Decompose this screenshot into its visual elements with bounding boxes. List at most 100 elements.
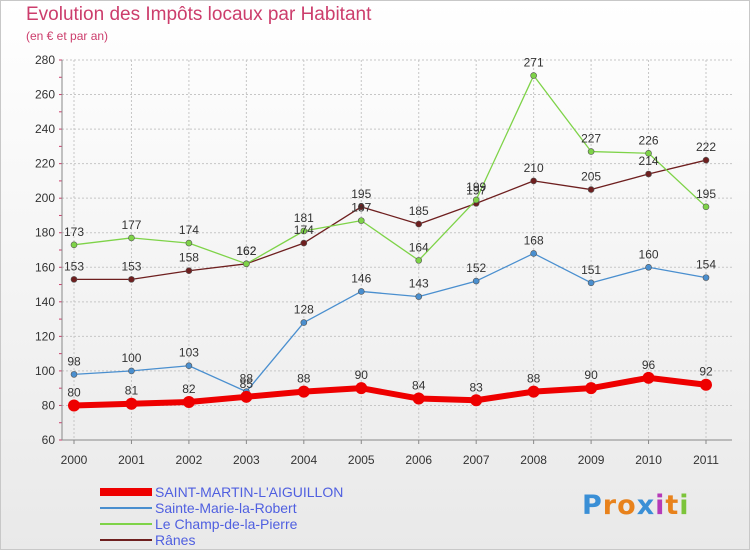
legend-swatch (100, 507, 152, 509)
data-label: 174 (294, 223, 314, 237)
data-point (357, 288, 365, 295)
y-tick-label: 200 (35, 191, 55, 205)
data-label: 143 (409, 277, 429, 291)
data-label: 83 (470, 380, 484, 394)
line-chart: 60 80 100 120 140 160 180 200 220 240 260 280 2000 20… (35, 53, 732, 467)
chart-title: Evolution des Impôts locaux par Habitant (26, 4, 372, 25)
data-point (68, 399, 80, 412)
data-label: 88 (297, 372, 311, 386)
data-point (412, 392, 425, 405)
data-label: 214 (639, 154, 659, 168)
data-point (472, 196, 480, 204)
data-label: 177 (121, 218, 141, 232)
data-point (415, 293, 423, 300)
data-point (70, 371, 78, 378)
data-label: 222 (696, 140, 716, 154)
data-point (357, 203, 365, 211)
data-label: 84 (412, 379, 426, 393)
data-point (645, 170, 652, 178)
data-label: 90 (584, 368, 598, 382)
data-point (585, 382, 598, 395)
data-point (415, 257, 423, 264)
logo-letter: P (582, 490, 603, 521)
data-label: 160 (639, 247, 659, 261)
data-point (642, 371, 655, 384)
x-tick-label: 2007 (463, 453, 490, 467)
data-label: 96 (642, 358, 656, 372)
data-point (297, 385, 310, 398)
x-tick-label: 2010 (635, 453, 662, 467)
data-label: 153 (121, 259, 141, 273)
series-line (73, 374, 707, 409)
y-tick-label: 100 (35, 364, 55, 378)
data-point (300, 239, 308, 247)
data-point (128, 367, 135, 375)
data-point (185, 267, 193, 275)
data-point (185, 239, 193, 247)
y-tick-label: 240 (35, 122, 55, 136)
y-tick-label: 260 (35, 88, 55, 102)
logo-letter: t (665, 490, 680, 521)
data-point (530, 250, 537, 257)
chart-subtitle: (en € et par an) (26, 29, 109, 43)
legend-label: SAINT-MARTIN-L'AIGUILLON (155, 484, 344, 500)
y-tick-label: 220 (35, 157, 55, 171)
data-point (128, 276, 135, 283)
y-tick-label: 120 (35, 329, 55, 343)
x-tick-label: 2001 (118, 453, 145, 467)
data-label: 154 (696, 258, 716, 272)
y-tick-label: 140 (35, 295, 55, 309)
data-label: 82 (182, 382, 196, 396)
data-point (470, 394, 483, 407)
x-tick-label: 2009 (578, 453, 605, 467)
data-label: 80 (67, 385, 81, 399)
data-label: 227 (581, 132, 601, 146)
logo-letter: i (655, 490, 666, 521)
x-tick-label: 2004 (290, 453, 317, 467)
proxiti-logo: Proxiti (582, 490, 690, 521)
logo-letter: i (679, 490, 690, 521)
data-label: 162 (236, 244, 256, 258)
y-tick-label: 60 (42, 433, 56, 447)
data-label: 195 (696, 187, 716, 201)
data-label: 162 (236, 244, 256, 258)
x-tick-label: 2002 (176, 453, 203, 467)
x-tick-label: 2000 (61, 453, 88, 467)
data-point (70, 241, 78, 249)
data-label: 153 (64, 259, 84, 273)
data-label: 197 (466, 183, 486, 197)
data-label: 128 (294, 303, 314, 317)
data-label: 185 (409, 204, 429, 218)
data-point (243, 260, 250, 268)
data-label: 152 (466, 261, 486, 275)
y-tick-label: 180 (35, 226, 55, 240)
data-label: 146 (351, 271, 371, 285)
legend-swatch (100, 523, 152, 525)
data-label: 103 (179, 346, 199, 360)
data-point (300, 319, 308, 326)
data-point (645, 263, 652, 271)
y-tick-label: 160 (35, 260, 55, 274)
data-label: 98 (67, 354, 81, 368)
data-point (300, 227, 308, 235)
data-point (702, 274, 710, 281)
logo-letter: o (617, 490, 637, 521)
data-point (128, 234, 135, 242)
data-point (355, 382, 368, 395)
legend-label: Le Champ-de-la-Pierre (155, 516, 298, 532)
data-label: 81 (125, 384, 139, 398)
legend-label: Sainte-Marie-la-Robert (155, 500, 297, 516)
data-point (587, 186, 595, 193)
data-point (472, 277, 480, 285)
data-point (587, 148, 595, 155)
data-label: 199 (466, 180, 486, 194)
data-point (240, 390, 253, 403)
data-point (415, 220, 423, 228)
data-label: 168 (524, 233, 544, 247)
data-point (185, 362, 193, 370)
x-tick-label: 2006 (405, 453, 432, 467)
y-tick-label: 280 (35, 53, 55, 67)
data-label: 92 (699, 365, 713, 379)
data-point (182, 396, 195, 408)
x-tick-label: 2008 (520, 453, 547, 467)
